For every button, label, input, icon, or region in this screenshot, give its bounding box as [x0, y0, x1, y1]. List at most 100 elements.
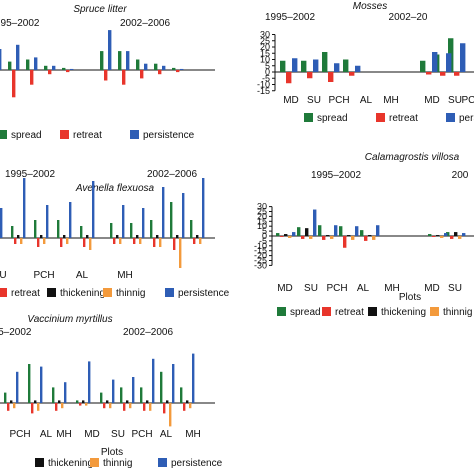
- bar-spread: [28, 364, 31, 403]
- bar-spread: [118, 51, 122, 70]
- bar-persistence: [34, 57, 38, 70]
- category-label: MH: [384, 283, 400, 294]
- legend-label-thinnig: thinnig: [116, 288, 145, 299]
- bar-thickening: [176, 235, 179, 238]
- bar-retreat: [60, 238, 63, 247]
- y-tick-label: -15: [254, 246, 267, 256]
- bar-thinning: [89, 238, 92, 250]
- bar-thinning: [159, 238, 162, 247]
- bar-thinning: [288, 236, 292, 238]
- bar-retreat: [79, 403, 82, 406]
- y-tick-label: -5: [262, 73, 270, 83]
- bar-thickening: [116, 235, 119, 238]
- bar-retreat: [55, 403, 58, 411]
- bar-thickening: [347, 235, 351, 236]
- legend-swatch-thinnig: [103, 288, 112, 297]
- legend-swatch-retreat: [322, 307, 331, 316]
- bar-spread: [80, 226, 83, 238]
- bar-spread: [136, 59, 140, 70]
- bar-spread: [160, 371, 163, 403]
- bar-thinning: [61, 403, 64, 409]
- y-tick-label: 25: [257, 207, 267, 217]
- bar-persistence: [112, 379, 115, 403]
- y-tick-label: 25: [260, 36, 270, 46]
- category-label: MD: [84, 429, 100, 440]
- bar-spread: [180, 387, 183, 403]
- category-label: PCH: [328, 95, 349, 106]
- panel-title: Vaccinium myrtillus: [27, 314, 112, 325]
- bar-retreat: [7, 403, 10, 411]
- category-label: PCH: [461, 95, 474, 106]
- legend-label-persistence: persistence: [178, 288, 230, 299]
- bar-thickening: [284, 234, 288, 236]
- legend-label-retreat: retreat: [389, 113, 418, 124]
- bar-retreat: [123, 403, 126, 411]
- bar-thinning: [13, 403, 16, 409]
- y-tick-label: 15: [260, 48, 270, 58]
- category-label: AL: [160, 429, 173, 440]
- bar-spread: [120, 387, 123, 403]
- category-label: PCH: [131, 429, 152, 440]
- bar-retreat: [450, 236, 454, 239]
- bar-spread: [100, 392, 103, 403]
- category-label: SU: [304, 283, 318, 294]
- bar-persistence: [40, 366, 43, 403]
- bar-spread: [62, 67, 66, 70]
- y-tick-label: 30: [260, 30, 270, 40]
- y-tick-label: 20: [260, 42, 270, 52]
- period-label: 2002–2006: [120, 18, 170, 29]
- bar-thickening: [86, 235, 89, 238]
- bar-thickening: [126, 400, 129, 403]
- bar-thickening: [63, 235, 66, 238]
- legend-swatch-retreat: [376, 113, 385, 122]
- y-tick-label: -10: [254, 241, 267, 251]
- bar-thickening: [82, 400, 85, 403]
- y-tick-label: -25: [254, 256, 267, 266]
- bar-persistence: [460, 43, 466, 72]
- bar-persistence: [16, 44, 20, 70]
- bar-thinning: [330, 236, 334, 239]
- y-tick-label: 15: [257, 216, 267, 226]
- bar-spread: [280, 60, 286, 72]
- bar-thinning: [440, 236, 444, 238]
- bar-persistence: [16, 371, 19, 403]
- bar-persistence: [142, 208, 145, 238]
- panel-mosses: Mosses 1995–2002 2002–20 302520151050-5-10-…: [257, 1, 474, 124]
- period-label: 1995–2002: [5, 169, 55, 180]
- panel-vaccinium: Vaccinium myrtillus 95–2002 2002–2006 PCH AL…: [0, 314, 223, 469]
- y-tick-label: -30: [254, 260, 267, 270]
- category-label: MH: [56, 429, 72, 440]
- bar-spread: [297, 227, 301, 236]
- y-tick-label: 5: [265, 61, 270, 71]
- bar-spread: [428, 234, 432, 236]
- bar-persistence: [446, 53, 452, 72]
- category-label: AL: [357, 283, 370, 294]
- bar-retreat: [426, 72, 432, 75]
- legend-swatch-thinnig: [430, 307, 439, 316]
- category-label: SU: [448, 95, 462, 106]
- bar-thinning: [199, 238, 202, 244]
- bar-retreat: [193, 238, 196, 244]
- category-label: MH: [383, 95, 399, 106]
- y-tick-label: 0: [262, 231, 267, 241]
- bar-retreat: [48, 70, 52, 75]
- bar-retreat: [183, 403, 186, 411]
- bar-thinning: [372, 236, 376, 240]
- bar-persistence: [202, 178, 205, 238]
- category-label: AL: [360, 95, 373, 106]
- legend-label-spread: spread: [290, 307, 321, 318]
- bar-thickening: [454, 232, 458, 236]
- bar-persistence: [23, 178, 26, 238]
- bar-spread: [339, 226, 343, 236]
- legend-label-thinnig: thinnig: [443, 307, 472, 318]
- bar-thickening: [326, 235, 330, 236]
- bar-spread: [276, 233, 280, 236]
- bar-retreat: [12, 70, 16, 98]
- bar-spread: [150, 220, 153, 238]
- bar-persistence: [292, 232, 296, 236]
- bar-retreat: [176, 70, 180, 73]
- bar-persistence: [144, 63, 148, 70]
- category-label: SU: [307, 95, 321, 106]
- legend-swatch-persistence: [165, 288, 174, 297]
